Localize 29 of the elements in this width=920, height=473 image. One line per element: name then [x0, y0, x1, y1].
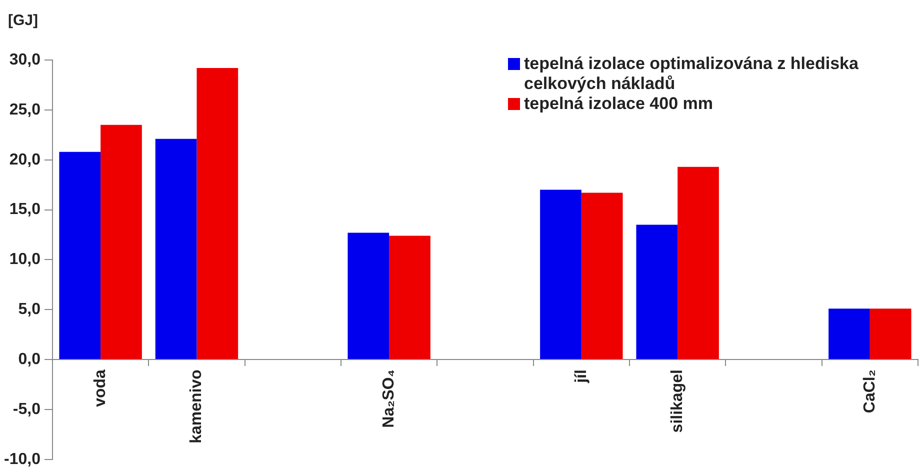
- bar: [678, 166, 719, 360]
- y-tick-label: -10,0: [4, 450, 41, 468]
- legend-label: tepelná izolace 400 mm: [524, 94, 713, 114]
- bar: [581, 192, 623, 360]
- bar: [870, 308, 912, 360]
- bar: [636, 224, 678, 360]
- y-tick-label: 5,0: [18, 301, 41, 318]
- x-tick-label: voda: [92, 369, 109, 407]
- y-tick-label: 10,0: [9, 251, 41, 268]
- bar: [540, 190, 582, 360]
- x-tick-label: kamenivo: [188, 369, 206, 444]
- bar: [348, 232, 390, 360]
- y-axis-title: [GJ]: [8, 12, 38, 29]
- x-tick-label: silikagel: [668, 370, 686, 433]
- y-tick-label: 15,0: [9, 201, 41, 218]
- y-tick-label: 30,0: [9, 51, 41, 68]
- x-tick-label: Na₂SO₄: [380, 370, 398, 428]
- bar: [100, 124, 142, 360]
- y-tick-label: 0,0: [18, 350, 41, 368]
- y-tick-label: -5,0: [12, 400, 41, 418]
- y-tick-label: 20,0: [9, 151, 41, 168]
- x-tick-label: CaCl₂: [861, 370, 878, 414]
- bar: [59, 152, 101, 360]
- bar: [155, 138, 197, 360]
- x-tick-label: jíl: [572, 370, 590, 384]
- bar: [828, 308, 870, 360]
- y-tick-label: 25,0: [9, 101, 41, 118]
- bar: [389, 236, 430, 360]
- bar: [196, 68, 238, 360]
